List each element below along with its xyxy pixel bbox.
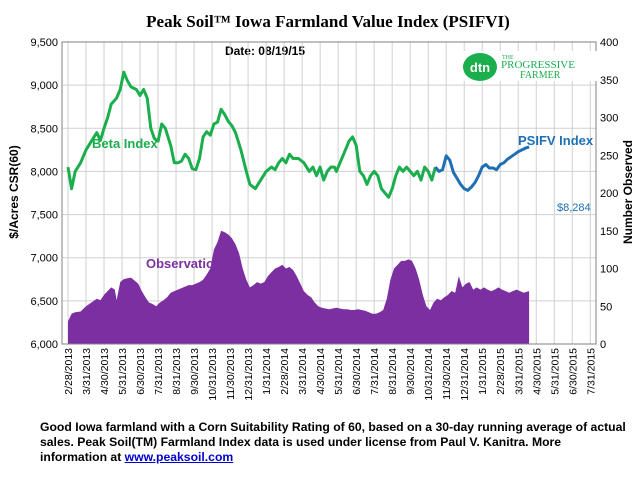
psifv-indexline-line	[434, 145, 530, 192]
x-tick-label: 6/30/2014	[351, 348, 363, 395]
x-tick-label: 10/31/2013	[207, 348, 219, 401]
x-tick-label: 2/28/2014	[279, 348, 291, 395]
psifv-index-label: PSIFV Index	[518, 133, 594, 148]
x-tick-label: 4/30/2015	[531, 348, 543, 395]
x-tick-label: 2/28/2015	[495, 348, 507, 395]
index-lines-group	[66, 70, 530, 199]
plot-border	[61, 41, 597, 345]
x-tick-label: 12/31/2013	[243, 348, 255, 401]
x-tick-label: 11/30/2013	[225, 348, 237, 400]
dtn-logo-circle	[463, 53, 497, 81]
chart-caption: Good Iowa farmland with a Corn Suitabili…	[40, 420, 630, 465]
x-tick-label: 4/30/2013	[99, 348, 111, 395]
x-tick-label: 7/31/2015	[585, 348, 597, 395]
right-axis-title: Number Observed	[621, 140, 635, 244]
x-tick-label: 12/31/2014	[459, 348, 471, 401]
left-tick-label: 9,500	[30, 37, 58, 49]
farmland-chart: Peak Soil™ Iowa Farmland Value Index (PS…	[7, 12, 635, 401]
logo-dtn-text: dtn	[470, 60, 490, 75]
left-axis-title: $/Acres CSR(60)	[7, 145, 21, 238]
logo-farmer-text: FARMER	[520, 70, 561, 81]
peaksoil-link[interactable]: www.peaksoil.com	[124, 450, 234, 464]
x-tick-label: 2/28/2013	[63, 348, 75, 395]
x-tick-label: 4/30/2014	[315, 348, 327, 395]
x-tick-label: 7/31/2013	[153, 348, 165, 395]
beta-index-label: Beta Index	[92, 136, 159, 151]
x-tick-label: 3/31/2013	[81, 348, 93, 395]
beta-indexline-line	[66, 70, 437, 199]
right-tick-label: 300	[600, 113, 618, 125]
dtn-progressive-farmer-logo: dtn THE PROGRESSIVE FARMER	[463, 51, 598, 81]
x-tick-label: 8/31/2013	[171, 348, 183, 395]
x-tick-label: 5/31/2014	[333, 348, 345, 395]
right-tick-label: 50	[600, 301, 612, 313]
right-axis-ticks: 0 50 100 150 200 250 300 350 400	[600, 37, 618, 351]
right-tick-label: 150	[600, 226, 618, 238]
caption-text: Good Iowa farmland with a Corn Suitabili…	[40, 420, 626, 464]
chart-subtitle: Date: 08/19/15	[225, 44, 305, 58]
left-tick-label: 7,000	[30, 253, 58, 265]
x-tick-label: 9/30/2013	[189, 348, 201, 395]
x-tick-label: 5/31/2013	[117, 348, 129, 395]
x-tick-label: 5/31/2015	[549, 348, 561, 395]
left-tick-label: 8,500	[30, 123, 58, 135]
left-tick-label: 9,000	[30, 80, 58, 92]
left-axis-ticks: 6,000 6,500 7,000 7,500 8,000 8,500 9,000 9,500	[30, 37, 58, 351]
x-tick-label: 6/30/2013	[135, 348, 147, 395]
x-axis-ticks: 2/28/2013 3/31/2013 4/30/2013 5/31/2013 6/30…	[63, 348, 597, 401]
x-tick-label: 3/31/2014	[297, 348, 309, 395]
x-tick-label: 10/31/2014	[423, 348, 435, 401]
x-tick-label: 11/30/2014	[441, 348, 453, 400]
x-tick-label: 1/31/2014	[261, 348, 273, 395]
chart-title: Peak Soil™ Iowa Farmland Value Index (PS…	[146, 12, 510, 31]
x-tick-label: 8/31/2014	[387, 348, 399, 395]
observations-area-group	[68, 230, 530, 344]
right-tick-label: 350	[600, 75, 618, 87]
right-tick-label: 100	[600, 264, 618, 276]
right-tick-label: 250	[600, 150, 618, 162]
left-tick-label: 7,500	[30, 210, 58, 222]
right-tick-label: 400	[600, 37, 618, 49]
x-tick-label: 9/30/2014	[405, 348, 417, 395]
right-tick-label: 200	[600, 188, 618, 200]
logo-the-text: THE	[502, 55, 514, 61]
observations-area	[68, 230, 530, 344]
x-tick-label: 1/31/2015	[477, 348, 489, 395]
axes	[61, 41, 597, 345]
observations-label: Observations	[146, 256, 229, 271]
x-tick-label: 3/31/2015	[513, 348, 525, 395]
x-tick-label: 6/30/2015	[567, 348, 579, 395]
left-tick-label: 6,500	[30, 296, 58, 308]
logo-progressive-text: PROGRESSIVE	[501, 59, 575, 71]
left-tick-label: 8,000	[30, 166, 58, 178]
x-tick-label: 7/31/2014	[369, 348, 381, 395]
right-tick-label: 0	[600, 339, 606, 351]
left-tick-label: 6,000	[30, 339, 58, 351]
last-value-label: $8,284	[557, 202, 591, 214]
